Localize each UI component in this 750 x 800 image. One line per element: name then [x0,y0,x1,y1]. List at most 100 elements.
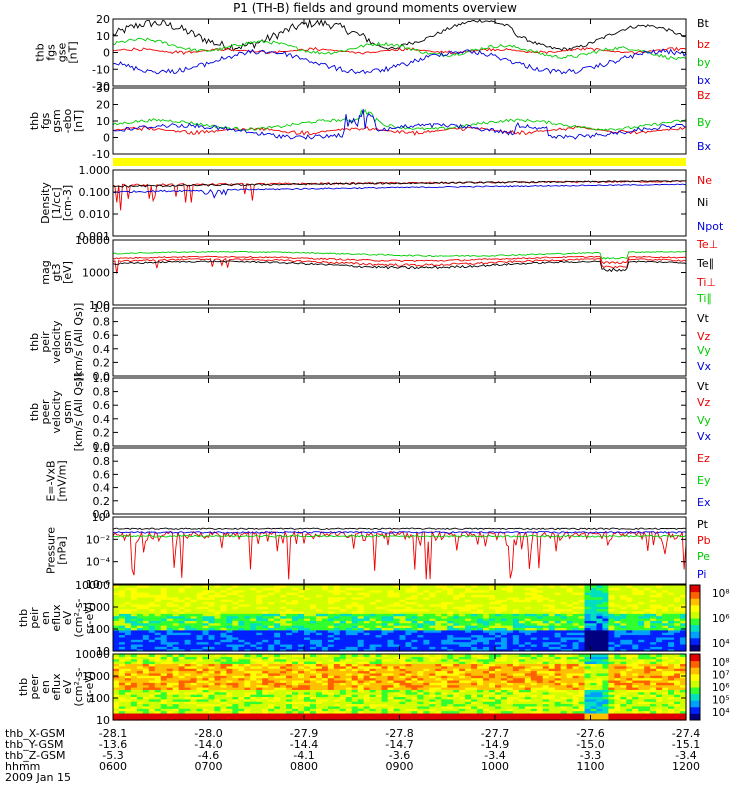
y-axis-label: thb [34,43,47,61]
ephemeris-tick-label: -15.1 [672,738,700,751]
ephemeris-tick-label: -14.0 [194,738,222,751]
panel-frame [112,377,687,447]
series-line-temperature-1 [112,260,687,273]
y-tick-label: 0.4 [93,343,111,356]
y-axis-label: (cm²-s- [72,667,85,706]
ephemeris-tick-label: -28.1 [99,727,127,740]
y-axis-label: -ebo [61,109,74,134]
y-axis-label: fgs [39,112,52,129]
y-axis-label: thb [17,609,30,627]
y-axis-label: thb [17,678,30,696]
y-axis-label: sr-eV) [83,671,96,703]
colorbar-tick-label: 10⁸ [712,657,730,669]
ephemeris-tick-label: -4.6 [198,749,219,762]
y-tick-label: 10000 [75,648,110,661]
y-axis-label: [km/s (All Qs)] [72,373,85,452]
legend-entry: Bx [697,140,712,153]
panel-peir-eflux [112,584,687,652]
y-tick-label: 0.2 [93,356,111,369]
y-axis-label: Pressure [45,527,58,574]
ephemeris-tick-label: 1000 [481,760,509,773]
panel-frame [112,239,687,306]
legend-entry: bx [697,74,711,87]
ephemeris-row-label: thb_Z-GSM [5,749,65,762]
ephemeris-tick-label: -3.4 [484,749,505,762]
y-axis-label: [km/s (All Qs)] [72,303,85,382]
y-tick-label: 1.000 [79,164,111,177]
colorbar-tick-label: 10⁵ [712,695,730,707]
panel-frame [112,307,687,377]
legend-entry: Ti⊥ [696,276,716,289]
ephemeris-tick-label: 0800 [290,760,318,773]
y-tick-label: 0.6 [93,329,111,342]
y-tick-label: 20 [96,13,110,26]
ephemeris-tick-label: -14.7 [385,738,413,751]
y-axis-label: (cm²-s- [72,598,85,637]
y-axis-label: mag [39,260,52,284]
panel-pressure [112,516,687,585]
legend-entry: bz [697,38,710,51]
panel-frame [112,87,687,155]
panel-fgs-gsm-ebs [112,87,687,155]
y-axis-label: Density [39,182,52,224]
y-axis-label: thb [28,112,41,130]
y-axis-label: peir [39,331,52,353]
y-axis-label: eflux [50,604,63,632]
y-tick-label: 0.010 [79,208,111,221]
y-tick-label: 0 [103,47,110,60]
panel-e-field [112,447,687,515]
y-axis-label: eflux [50,673,63,701]
y-tick-label: 10 [96,30,110,43]
y-axis-label: peir [28,607,41,629]
y-axis-label: [mV/m] [56,460,69,501]
status-bar [113,158,686,166]
panel-temperature [112,239,687,306]
panel-frame [112,516,687,585]
y-tick-label: 10⁻⁶ [86,578,111,591]
y-tick-label: -10 [92,148,110,161]
y-tick-label: 1.0 [93,302,111,315]
legend-entry: Vt [697,312,710,325]
y-tick-label: 30 [96,82,110,95]
y-tick-label: 100 [89,692,110,705]
y-tick-label: 0.100 [79,186,111,199]
legend-entry: Pi [697,568,706,581]
y-axis-label: velocity [50,390,63,433]
ephemeris-tick-label: 0700 [195,760,223,773]
ephemeris-tick-label: -14.9 [481,738,509,751]
colorbar-tick-label: 10⁴ [712,707,730,719]
y-axis-label: [1/cc] [50,187,63,218]
colorbar-tick-label: 10⁷ [712,670,730,682]
y-tick-label: 1000 [82,267,110,280]
colorbar-peer-eflux [689,653,701,721]
y-axis-label: [nT] [72,110,85,132]
colorbar-peir-eflux [689,584,701,652]
y-tick-label: 0.6 [93,468,111,481]
legend-entry: Pb [697,534,711,547]
ephemeris-tick-label: 0900 [386,760,414,773]
y-axis-label: peer [39,399,52,425]
y-axis-label: [nT] [67,41,80,63]
y-tick-label: 0.8 [93,455,111,468]
y-tick-label: 10000 [75,234,110,247]
legend-entry: Ex [697,496,711,509]
y-tick-label: 0.8 [93,316,111,329]
series-line-pressure-2 [112,534,687,538]
ephemeris-tick-label: -27.9 [290,727,318,740]
legend-entry: Ne [697,174,712,187]
y-axis-label: en [39,611,52,625]
legend-entry: Ey [697,474,711,487]
y-tick-label: 0.0 [93,508,111,521]
y-tick-label: 0.0 [93,370,111,383]
y-axis-label: thb [28,333,41,351]
panel-frame [112,18,687,87]
ephemeris-tick-label: -27.4 [672,727,700,740]
series-line-density-2 [112,183,687,199]
y-tick-label: -10 [92,63,110,76]
series-line-fgs-gse-3 [112,48,687,75]
y-axis-label: [cm-3] [61,185,74,221]
y-tick-label: 0 [103,132,110,145]
y-axis-label: fgs [45,44,58,61]
y-tick-label: 10⁻⁴ [86,556,111,569]
legend-entry: By [697,116,712,129]
